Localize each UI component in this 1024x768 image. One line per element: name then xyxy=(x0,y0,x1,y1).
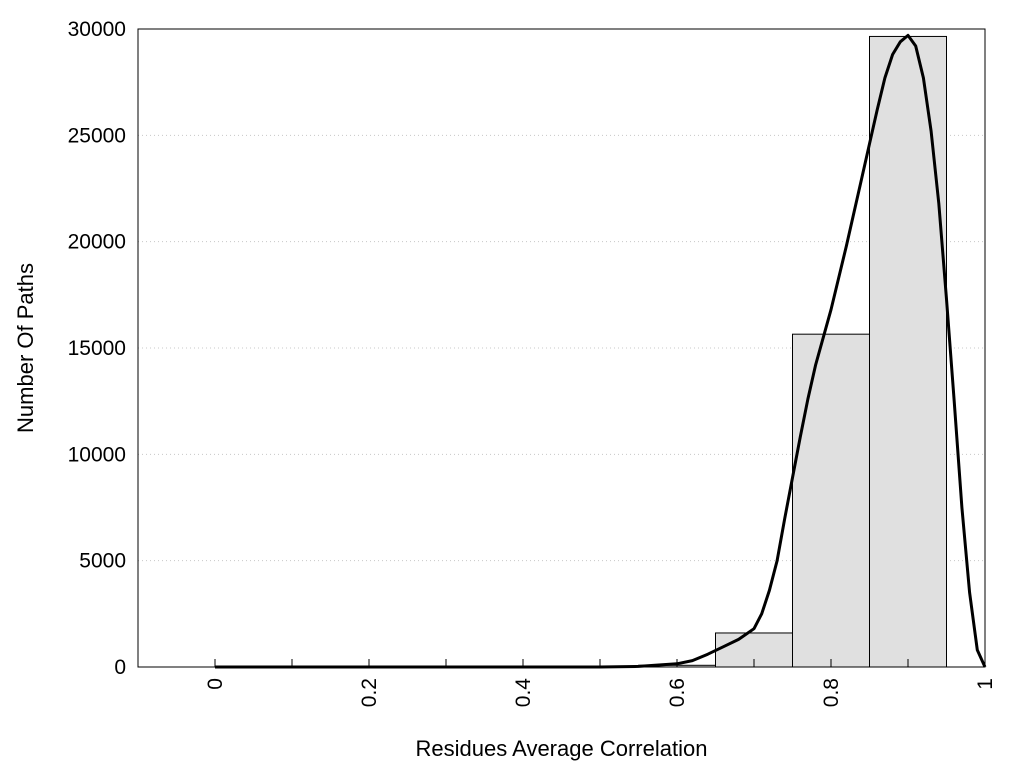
y-tick-label: 30000 xyxy=(68,18,126,41)
y-tick-label: 5000 xyxy=(79,550,126,573)
histogram-bar-9 xyxy=(869,35,947,668)
plot-frame xyxy=(137,28,986,668)
y-tick-label: 10000 xyxy=(68,443,126,466)
x-tick-label: 0 xyxy=(204,678,227,690)
y-tick-label: 0 xyxy=(114,656,126,679)
x-tick-label: 1 xyxy=(974,678,997,690)
y-axis-ticks: 0 5000 10000 15000 20000 25000 30000 xyxy=(68,18,126,679)
y-tick-label: 15000 xyxy=(68,337,126,360)
fit-curve-group xyxy=(215,33,987,669)
y-tick-label: 25000 xyxy=(68,124,126,147)
x-tick-label: 0.4 xyxy=(512,678,535,708)
y-tick-label: 20000 xyxy=(68,231,126,254)
x-tick-label: 0.6 xyxy=(666,678,689,707)
x-tick-label: 0.8 xyxy=(820,678,843,707)
histogram-bar-8 xyxy=(792,333,870,668)
x-axis-title: Residues Average Correlation xyxy=(416,736,708,761)
bars xyxy=(638,35,947,668)
y-axis-title: Number Of Paths xyxy=(13,263,38,433)
x-tick-label: 0.2 xyxy=(358,678,381,707)
fit-curve-line xyxy=(215,33,987,669)
x-axis-ticks: 0 0.2 0.4 0.6 0.8 1 xyxy=(204,659,997,707)
